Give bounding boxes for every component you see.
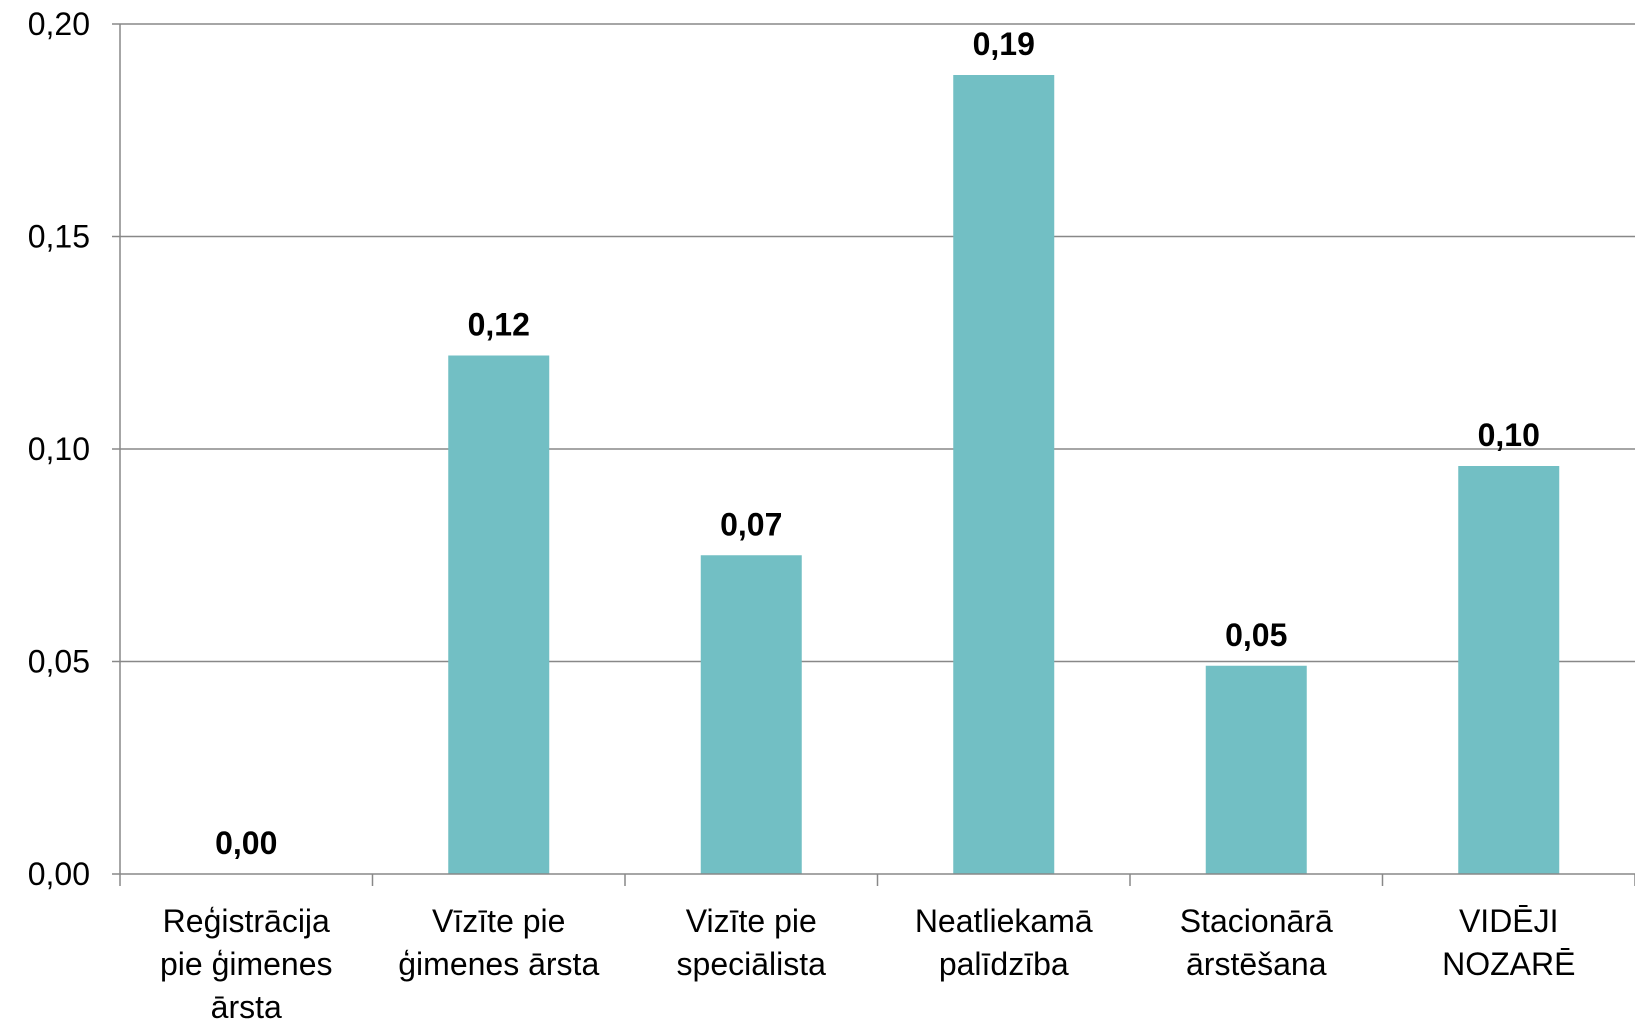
y-tick-label: 0,05 bbox=[28, 644, 90, 680]
data-label: 0,05 bbox=[1225, 617, 1287, 653]
y-tick-label: 0,15 bbox=[28, 219, 90, 255]
category-label: palīdzība bbox=[939, 946, 1069, 982]
gridlines bbox=[120, 23, 1635, 663]
category-label: Neatliekamā bbox=[915, 903, 1093, 939]
data-label: 0,19 bbox=[973, 26, 1035, 62]
category-label: Stacionārā bbox=[1180, 903, 1333, 939]
category-label: Vīzīte pie bbox=[432, 903, 565, 939]
y-tick-label: 0,00 bbox=[28, 856, 90, 892]
category-label: ārsta bbox=[211, 989, 282, 1023]
axes bbox=[112, 23, 1635, 886]
category-label: speciālista bbox=[677, 946, 827, 982]
category-label: Vizīte pie bbox=[686, 903, 817, 939]
data-label: 0,07 bbox=[720, 506, 782, 542]
bar bbox=[1458, 466, 1560, 874]
category-label: ģimenes ārsta bbox=[398, 946, 599, 982]
category-label: NOZARĒ bbox=[1442, 946, 1575, 982]
bar bbox=[448, 355, 550, 874]
category-label: VIDĒJI bbox=[1459, 903, 1559, 939]
data-label: 0,12 bbox=[468, 307, 530, 343]
y-tick-label: 0,20 bbox=[28, 6, 90, 42]
y-tick-labels: 0,00 0,05 0,10 0,15 0,20 bbox=[28, 6, 90, 892]
category-label: ārstēšana bbox=[1186, 946, 1327, 982]
bar bbox=[700, 555, 802, 874]
bar bbox=[953, 75, 1055, 874]
bar bbox=[1205, 665, 1307, 874]
data-label: 0,10 bbox=[1478, 417, 1540, 453]
data-label: 0,00 bbox=[215, 825, 277, 861]
category-label: Reģistrācija bbox=[163, 903, 330, 939]
bars bbox=[448, 75, 1560, 874]
category-labels: Reģistrācija pie ģimenes ārsta Vīzīte pie ģi… bbox=[160, 903, 1575, 1023]
data-labels: 0,00 0,12 0,07 0,19 0,05 0,10 bbox=[215, 26, 1540, 861]
category-label: pie ģimenes bbox=[160, 946, 333, 982]
y-tick-label: 0,10 bbox=[28, 431, 90, 467]
